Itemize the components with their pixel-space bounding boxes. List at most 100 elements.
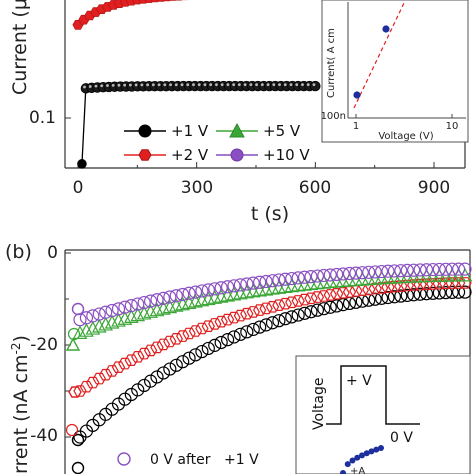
panel-b-point: [272, 314, 286, 328]
panel-b-point: [220, 333, 235, 347]
legend-marker-plus-5v: [229, 122, 245, 138]
legend-label-plus-1v: +1 V: [171, 122, 209, 140]
panel-b-ylabel-sup: -2: [9, 342, 23, 354]
panel-b-point: [105, 303, 119, 318]
inset-b-pulse-label: + V: [346, 373, 372, 389]
panel-b-point: [285, 271, 299, 286]
inset-a-fit-line: [353, 2, 405, 109]
panel-b-point: [297, 306, 312, 320]
panel-b-point: [407, 263, 421, 277]
series-plus-1v-highlight: [306, 83, 310, 87]
series-plus-1v-highlight: [83, 85, 86, 89]
panel-b-point: [163, 335, 177, 348]
panel-b-point: [73, 385, 87, 397]
inset-b-ylabel: Voltage: [311, 377, 327, 430]
panel-b-point: [336, 267, 350, 281]
panel-b-point: [111, 302, 126, 316]
series-plus-1v-highlight: [255, 83, 258, 87]
panel-b-point: [150, 293, 164, 307]
series-plus-1v-highlight: [180, 83, 184, 87]
panel-b-point: [381, 290, 395, 305]
panel-b-point: [394, 289, 408, 303]
panel-b-point: [124, 299, 138, 313]
panel-b-point: [79, 380, 94, 393]
panel-b-point: [201, 283, 215, 297]
panel-b-point: [214, 281, 228, 295]
series-plus-1v-highlight: [157, 83, 161, 87]
panel-b-point: [451, 262, 466, 276]
panel-b-point: [445, 285, 459, 299]
panel-b-point: [304, 270, 318, 284]
panel-b-point: [291, 308, 305, 322]
inset-b-trace-point: [344, 461, 351, 468]
legend-b-prefix: 0 V after: [150, 452, 211, 468]
panel-b-point: [272, 273, 286, 287]
b-edge-marker-purple: [71, 302, 85, 316]
panel-b-point: [131, 297, 145, 311]
panel-b-point: [220, 280, 235, 294]
series-plus-1v-highlight: [209, 83, 213, 87]
panel-b-point: [297, 270, 312, 284]
panel-b-point: [400, 263, 414, 278]
inset-b-trace-point: [349, 457, 356, 464]
panel-b-point: [233, 309, 248, 322]
panel-b-point: [156, 366, 171, 380]
panel-b-point: [227, 330, 241, 344]
series-plus-1v-highlight: [192, 83, 195, 87]
panel-b-point: [246, 276, 260, 290]
legend-label-plus-10v: +10 V: [263, 146, 310, 164]
panel-b-point: [182, 351, 196, 365]
panel-b-point: [394, 264, 408, 278]
panel-b-point: [362, 283, 376, 296]
panel-b-point: [111, 312, 126, 327]
panel-b-point: [304, 305, 318, 319]
panel-b-point: [156, 338, 171, 351]
inset-a-xtick-label-10: 10: [446, 121, 459, 132]
series-plus-1v-highlight: [100, 84, 104, 88]
panel-b-point: [349, 266, 363, 280]
panel-b-point: [188, 285, 203, 299]
series-plus-1v-rise: [81, 86, 87, 164]
panel-b-point: [387, 264, 402, 278]
panel-b-point: [317, 268, 331, 283]
series-plus-1v-highlight: [226, 83, 230, 87]
panel-b: (b) 0 -20 -40 rrent (nA cm-2) 0 V after …: [5, 241, 473, 474]
panel-b-point: [362, 265, 376, 279]
panel-b-ytick-0: 0: [47, 243, 58, 263]
panel-b-point: [130, 307, 146, 322]
panel-b-point: [156, 300, 171, 315]
panel-b-point: [374, 291, 389, 305]
panel-b-point: [439, 286, 453, 300]
inset-b-trace-point: [340, 470, 346, 474]
series-plus-1v-highlight: [128, 83, 132, 87]
b-edge-marker-green-2: [67, 327, 81, 341]
panel-b-point: [143, 294, 158, 308]
inset-b-trace-point: [373, 446, 380, 453]
legend-marker-plus-10v: [230, 148, 244, 162]
inset-b-arrow-label: +A: [350, 466, 365, 474]
series-plus-1v-highlight: [278, 83, 281, 87]
panel-b-point: [330, 267, 344, 282]
panel-b-ylabel-close: ): [10, 335, 32, 342]
inset-a-ytick-label: 100n: [321, 111, 346, 122]
series-plus-2v-point: [151, 0, 160, 3]
series-plus-1v-highlight: [186, 83, 190, 87]
series-plus-1v-highlight: [232, 83, 236, 87]
panel-a-xtick-600: 600: [299, 178, 331, 198]
inset-b-pulse: [326, 365, 420, 425]
panel-b-point: [85, 320, 101, 335]
panel-b-point: [310, 303, 325, 317]
panel-b-ytick-minus20: -20: [30, 335, 58, 355]
inset-b-after-label: 0 V: [390, 430, 413, 446]
panel-b-point: [163, 290, 177, 304]
series-plus-2v-point: [169, 0, 177, 1]
series-plus-1v-highlight: [106, 84, 109, 87]
panel-b-point: [445, 262, 459, 276]
panel-b-point: [349, 285, 363, 297]
panel-b-point: [137, 347, 151, 360]
inset-a-xlabel: Voltage (V): [378, 131, 433, 142]
panel-b-point: [182, 327, 196, 340]
series-plus-1v-markers: [77, 80, 321, 169]
panel-b-point: [291, 271, 305, 285]
series-plus-2v-point: [157, 0, 165, 2]
